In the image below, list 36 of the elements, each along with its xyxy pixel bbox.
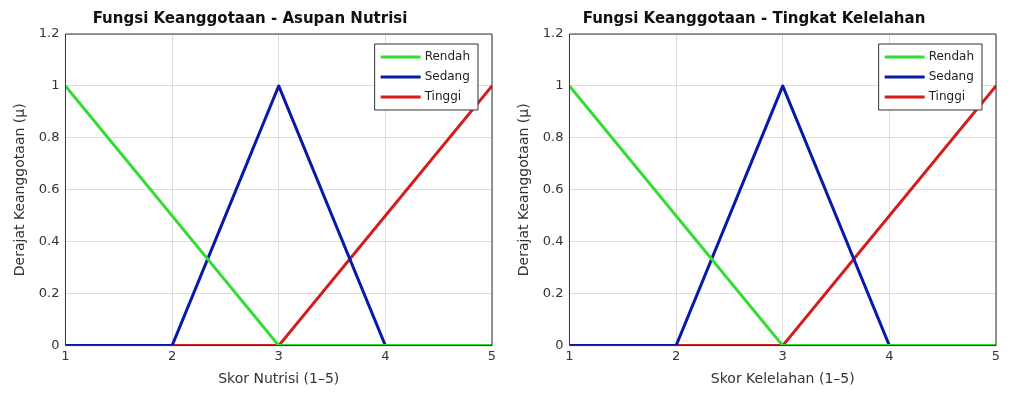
- y-tick-label: 1.2: [542, 25, 564, 41]
- x-axis-title: Skor Kelelahan (1–5): [710, 370, 855, 387]
- x-tick-label: 4: [885, 347, 894, 363]
- y-tick-label: 0.2: [542, 285, 564, 301]
- y-tick-label: 1: [555, 77, 564, 93]
- legend-label: Sedang: [424, 69, 470, 84]
- x-tick-label: 3: [274, 347, 283, 363]
- legend-label: Rendah: [424, 49, 471, 64]
- x-tick-label: 2: [671, 347, 681, 363]
- chart-title: Fungsi Keanggotaan - Asupan Nutrisi: [92, 8, 408, 27]
- y-tick-label: 0.6: [542, 181, 564, 197]
- legend-label: Tinggi: [423, 89, 462, 104]
- y-axis-title: Derajat Keanggotaan (μ): [11, 103, 28, 277]
- chart-title: Fungsi Keanggotaan - Tingkat Kelelahan: [582, 8, 926, 27]
- y-tick-label: 0.4: [38, 233, 60, 249]
- legend-label: Rendah: [928, 49, 975, 64]
- x-tick-label: 3: [778, 347, 787, 363]
- x-tick-label: 5: [991, 347, 1001, 363]
- y-tick-label: 0: [555, 336, 564, 352]
- legend-label: Sedang: [928, 69, 974, 84]
- y-axis-title: Derajat Keanggotaan (μ): [515, 103, 532, 277]
- x-tick-label: 4: [381, 347, 390, 363]
- y-tick-label: 0.8: [542, 129, 564, 145]
- x-tick-label: 1: [61, 347, 70, 363]
- y-tick-label: 0.8: [38, 129, 60, 145]
- y-tick-label: 0: [51, 336, 60, 352]
- x-tick-label: 5: [487, 347, 497, 363]
- x-tick-label: 2: [167, 347, 177, 363]
- x-tick-label: 1: [565, 347, 574, 363]
- x-axis-title: Skor Nutrisi (1–5): [218, 370, 340, 387]
- y-tick-label: 0.4: [542, 233, 564, 249]
- y-tick-label: 0.2: [38, 285, 60, 301]
- y-tick-label: 0.6: [38, 181, 60, 197]
- legend-label: Tinggi: [927, 89, 966, 104]
- y-tick-label: 1: [51, 77, 60, 93]
- y-tick-label: 1.2: [38, 25, 60, 41]
